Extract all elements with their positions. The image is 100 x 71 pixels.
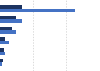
Bar (0, 19, 22, 23)
Bar (0, 48, 4, 52)
Bar (0, 16, 16, 19)
Bar (0, 62, 2, 66)
Bar (0, 9, 75, 12)
Bar (0, 27, 12, 30)
Bar (0, 30, 16, 34)
Bar (0, 41, 9, 44)
Bar (0, 59, 3, 62)
Bar (0, 5, 22, 9)
Bar (0, 37, 5, 41)
Bar (0, 52, 5, 55)
